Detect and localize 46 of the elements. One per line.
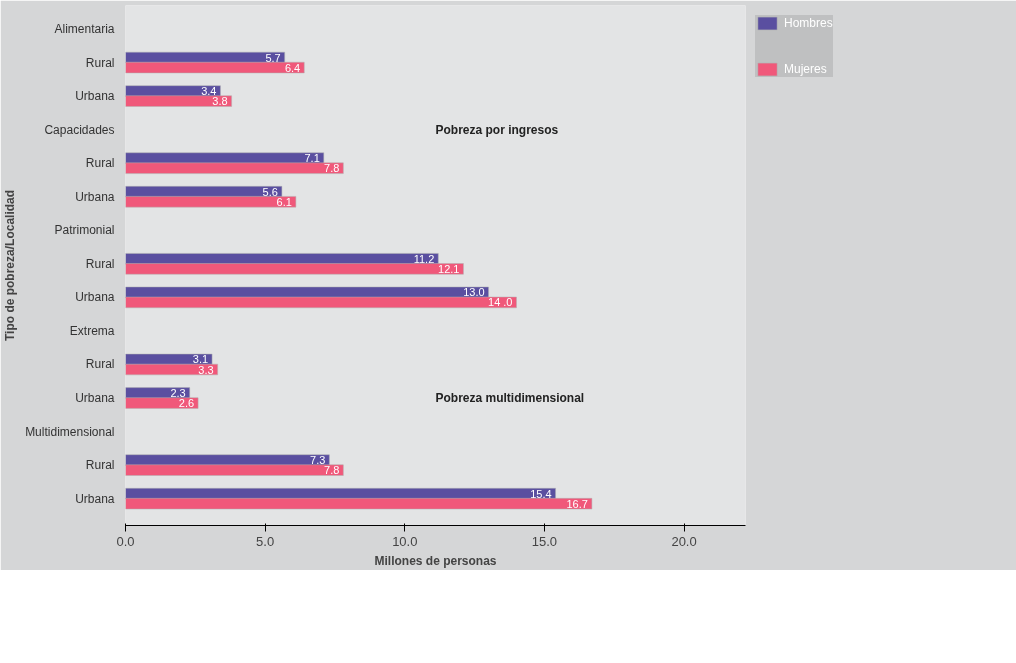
x-tick-label: 10.0 <box>392 533 418 549</box>
y-axis-title: Tipo de pobreza/Localidad <box>3 189 18 342</box>
data-label: 7.1 <box>304 152 320 165</box>
y-tick-label: Rural <box>85 458 115 473</box>
x-tick-label: 0.0 <box>116 533 135 549</box>
data-label: 15.4 <box>530 487 552 500</box>
data-label: 2.6 <box>178 397 195 410</box>
data-label: 5.6 <box>262 185 278 198</box>
y-tick-label: Alimentaria <box>54 21 115 36</box>
annotation: Pobreza multidimensional <box>435 391 585 406</box>
data-label: 3.8 <box>212 95 228 108</box>
annotation: Pobreza por ingresos <box>435 122 559 137</box>
y-tick-label: Urbana <box>75 491 115 506</box>
data-label: 6.1 <box>276 195 292 208</box>
y-tick-label: Urbana <box>75 189 115 204</box>
x-axis-title: Millones de personas <box>374 553 497 568</box>
data-label: 14 .0 <box>488 296 513 309</box>
legend-label: Hombres <box>784 16 833 30</box>
data-label: 7.3 <box>310 454 326 467</box>
y-tick-label: Capacidades <box>44 122 115 137</box>
y-tick-label: Rural <box>85 156 115 171</box>
x-tick-label: 5.0 <box>256 533 275 549</box>
data-label: 3.1 <box>192 353 209 366</box>
data-label: 5.7 <box>265 51 281 64</box>
data-label: 11.2 <box>413 252 435 265</box>
x-tick-label: 20.0 <box>671 533 697 549</box>
data-label: 16.7 <box>566 497 588 510</box>
y-tick-label: Rural <box>85 256 115 271</box>
data-label: 12.1 <box>438 262 460 275</box>
data-label: 2.3 <box>170 386 186 399</box>
data-label: 13.0 <box>463 286 485 299</box>
x-tick-label: 15.0 <box>531 533 558 549</box>
y-tick-label: Rural <box>85 357 115 372</box>
legend-label: Mujeres <box>784 62 827 76</box>
y-tick-label: Multidimensional <box>25 424 115 439</box>
y-tick-label: Rural <box>85 55 115 70</box>
y-tick-label: Urbana <box>75 89 115 104</box>
y-tick-label: Extrema <box>69 323 115 338</box>
data-label: 6.4 <box>284 61 301 74</box>
data-label: 3.3 <box>198 363 214 376</box>
data-label: 7.8 <box>324 464 340 477</box>
y-tick-label: Urbana <box>75 290 115 305</box>
y-tick-label: Patrimonial <box>54 223 115 238</box>
data-label: 3.4 <box>201 85 217 98</box>
y-tick-label: Urbana <box>75 391 115 406</box>
data-label: 7.8 <box>324 162 340 175</box>
